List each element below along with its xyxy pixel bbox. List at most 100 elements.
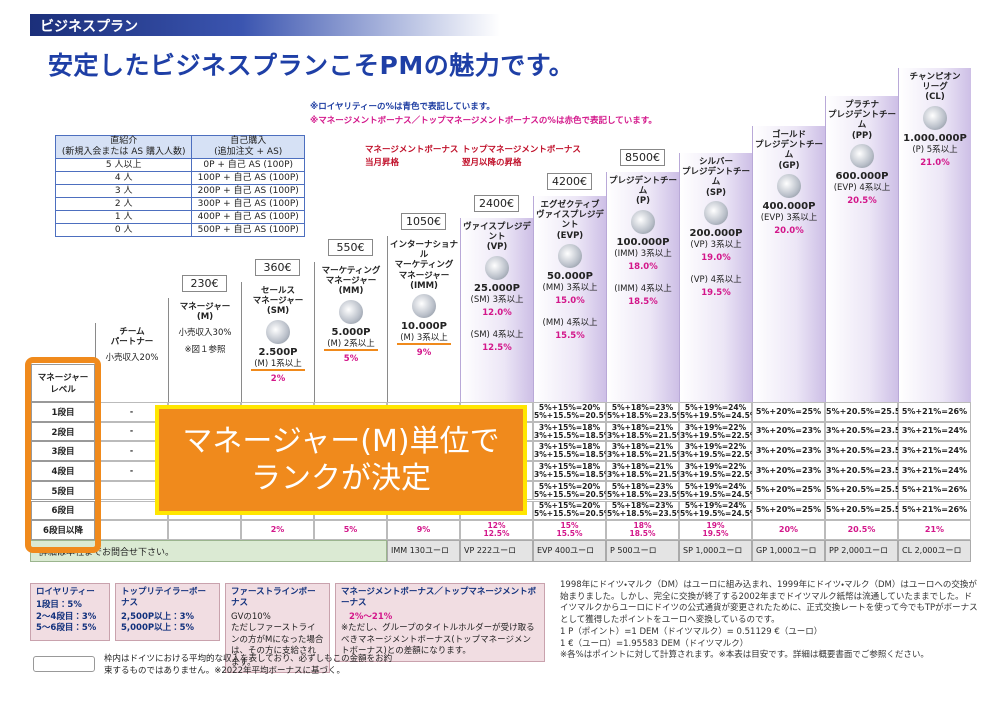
level-cell: 5%+15%=20% 5%+15.5%=20.5% (533, 500, 612, 521)
cell: 300P + 自己 AS (100P) (191, 197, 305, 211)
rank-column: インターナショナル マーケティング マネージャー (IMM) 10.000P (M) 3系… (387, 236, 460, 402)
level-value: 3%+21%=24% (901, 446, 968, 456)
rank-name: (MM) (338, 286, 364, 297)
footnote: 枠内はドイツにおける平均的な収入を表しており、必ずしもこの金額をお約束するもので… (104, 654, 393, 676)
rank-name: チャンピオン (909, 72, 961, 82)
level-value: 3%+18%=21% (611, 442, 674, 452)
price: 230€ (182, 275, 227, 292)
level-header: マネージャー レベル (31, 364, 95, 402)
requirement: (EVP) 4系以上 (833, 182, 891, 193)
cell: 2 人 (54, 197, 193, 211)
level-value: 5%+20.5%=25.5% (826, 505, 909, 515)
cell: 400P + 自己 AS (100P) (191, 210, 305, 224)
bonus-title: マネージメントボーナス／トップマネージメントボーナス (341, 587, 537, 609)
price: 1050€ (401, 213, 446, 230)
level-cell: 5%+19%=24% 5%+19.5%=24.5% (679, 402, 758, 422)
rank-name: ヴァイスプレジデント (536, 210, 604, 231)
rank-column: シルバー プレジデントチーム (SP) 200.000P (VP) 3系以上 19.0% (… (679, 153, 752, 402)
rank-column: エグゼクティブ ヴァイスプレジデント (EVP) 50.000P (MM) 3系以上 15… (533, 196, 606, 402)
level-value: 3%+15.5%=18.5% (534, 450, 612, 460)
percentage: 20.5% (847, 195, 877, 206)
level-value: 5%+15%=20% (538, 501, 601, 511)
level-value: 5%+19.5%=24.5% (680, 410, 758, 420)
level-cell: 3%+19%=22% 3%+19.5%=22.5% (679, 441, 757, 462)
conversion: SP 1,000ユーロ (679, 540, 752, 562)
points: 1.000.000P (903, 132, 967, 144)
percentage: 12.5% (482, 343, 512, 354)
price: 360€ (255, 259, 300, 276)
level-value: 5%+18.5%=23.5% (607, 410, 685, 420)
rank-name: リーグ (922, 82, 948, 93)
level-value: - (129, 406, 134, 416)
level-value: 5%+19.5%=24.5% (680, 489, 758, 499)
level-cell: 20.5% (825, 520, 898, 540)
income: 小売収入20% (105, 353, 159, 364)
bonus-box: ファーストラインボーナス GVの10% ただしファーストラインの方がMになった場合は… (225, 583, 330, 674)
level-value: 9% (416, 524, 431, 534)
level-cell: 5%+15%=20% 5%+15.5%=20.5% (533, 402, 611, 422)
level-cell (95, 520, 168, 540)
rank-column: プレジデントチーム (P) 100.000P (IMM) 3系以上 18.0% (IMM)… (606, 172, 679, 402)
note: ※マネージメントボーナス／トップマネージメントボーナスの%は赤色で表記しています… (310, 116, 657, 126)
rank-name: マネージャー (325, 276, 377, 287)
level-value: 3%+15.5%=18.5% (534, 430, 612, 440)
percentage: 12.0% (482, 307, 512, 318)
rank-name: ゴールド (771, 130, 806, 140)
row: 3 人 200P + 自己 AS (100P) (54, 184, 305, 198)
price: 4200€ (547, 173, 592, 190)
level-cell: 2% (241, 520, 314, 540)
bonus-title: トップリテイラーボーナス (121, 587, 207, 609)
level-value: 3%+15%=18% (538, 442, 601, 452)
requirement: (SM) 4系以上 (470, 329, 524, 340)
level-value: 3%+19.5%=22.5% (680, 430, 758, 440)
rank-column: チーム パートナー 小売収入20% (95, 323, 168, 402)
level-value: 5%+20.5%=25.5% (826, 485, 909, 495)
level-cell: 3%+19%=22% 3%+19.5%=22.5% (679, 461, 757, 481)
requirement: (EVP) 3系以上 (760, 212, 818, 223)
bonus-label: マネージメントボーナス (365, 145, 459, 155)
percentage: 21.0% (920, 157, 950, 168)
requirement: (M) 1系以上 (251, 359, 305, 371)
price: 2400€ (474, 195, 519, 212)
level-value: 5%+18%=23% (611, 501, 674, 511)
level-value: 19.5% (702, 529, 729, 539)
percentage: 18.5% (628, 297, 658, 308)
rank-name: マネージャー (179, 302, 231, 312)
rank-name: (M) (196, 312, 214, 323)
level-value: 5%+21%=26% (901, 505, 968, 515)
level-row-label: 1段目 (31, 402, 95, 422)
level-value: 3%+21%=24% (901, 465, 968, 475)
callout: マネージャー(M)単位で ランクが決定 (155, 405, 527, 515)
medal (412, 293, 436, 318)
bonus-line: 2,500P以上：3% (121, 611, 195, 622)
level-cell: 5% (314, 520, 387, 540)
bonus-line: 5～6段目：5% (36, 623, 97, 634)
rank-name: シルバー (698, 157, 733, 167)
level-value: 3%+20.5%=23.5% (826, 465, 909, 475)
header-text: (追加注文 + AS) (214, 147, 283, 157)
rank-name: (PP) (851, 130, 873, 141)
level-value: 5%+18%=23% (611, 481, 674, 491)
level-value: 5%+15.5%=20.5% (534, 509, 612, 519)
bonus-line: 2%～21% (349, 611, 393, 622)
level-cell: 3%+20.5%=23.5% (825, 421, 909, 442)
level-row-label: 6段目以降 (31, 520, 95, 540)
level-value: 5%+15%=20% (538, 481, 601, 491)
percentage: 15.5% (555, 331, 585, 342)
level-cell: 5%+20%=25% (752, 480, 825, 501)
level-cell: 5%+18%=23% 5%+18.5%=23.5% (606, 500, 684, 521)
level-value: 5%+18.5%=23.5% (607, 489, 685, 499)
percentage: 15.0% (555, 295, 585, 306)
level-value: 15.5% (556, 529, 583, 539)
header-text: (新規入会または AS 購入人数) (61, 147, 186, 157)
level-header-text: レベル (50, 385, 76, 395)
level-value: 5%+19%=24% (684, 402, 747, 412)
level-cell (168, 520, 241, 540)
level-value: 3%+21%=24% (901, 426, 968, 436)
cell: 1 人 (54, 210, 193, 224)
level-value: 15% (560, 521, 579, 531)
level-value: - (129, 446, 134, 456)
level-value: 3%+19%=22% (684, 462, 747, 472)
cell: 0P + 自己 AS (100P) (191, 158, 305, 172)
level-value: 5%+20%=25% (755, 406, 822, 416)
